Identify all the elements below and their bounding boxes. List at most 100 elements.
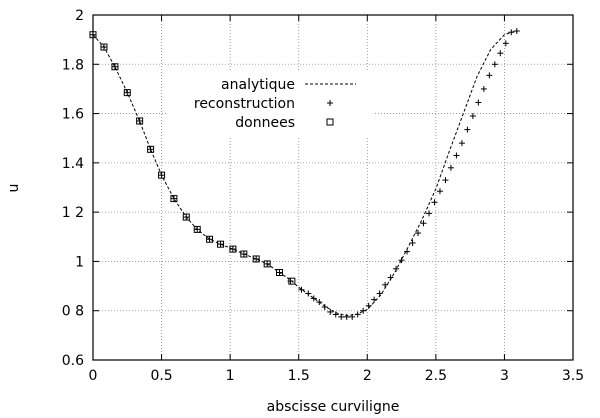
data-point-donnees	[182, 213, 190, 221]
y-tick-label: 1 2	[62, 205, 84, 221]
legend-label-reconstruction: reconstruction	[194, 96, 295, 112]
data-point-donnees	[288, 277, 296, 285]
data-point-donnees	[229, 245, 237, 253]
data-point-reconstruction	[276, 269, 283, 276]
data-point-donnees	[263, 260, 271, 268]
data-point-reconstruction	[158, 172, 165, 179]
legend-label-donnees: donnees	[235, 115, 295, 131]
data-point-reconstruction	[453, 152, 460, 159]
data-point-reconstruction	[387, 274, 394, 281]
x-tick-label: 3	[500, 368, 509, 384]
data-point-reconstruction	[426, 210, 432, 217]
data-point-reconstruction	[349, 313, 356, 320]
data-point-reconstruction	[409, 239, 416, 246]
data-point-reconstruction	[253, 255, 260, 262]
data-point-reconstruction	[371, 296, 378, 303]
data-point-donnees	[136, 117, 144, 125]
data-point-donnees	[100, 43, 108, 51]
y-tick-label: 1.8	[62, 57, 84, 73]
data-point-donnees	[240, 250, 248, 258]
legend-swatch-donnees	[326, 118, 334, 126]
x-axis-label: abscisse curviligne	[267, 399, 400, 415]
data-point-reconstruction	[486, 72, 493, 79]
x-tick-label: 1	[226, 368, 235, 384]
plot-frame	[92, 14, 574, 361]
data-point-reconstruction	[415, 230, 422, 237]
data-point-reconstruction	[354, 311, 361, 318]
data-point-donnees	[217, 240, 225, 248]
data-point-donnees	[170, 195, 178, 203]
data-point-reconstruction	[497, 50, 504, 57]
data-point-donnees	[193, 225, 201, 233]
data-point-donnees	[89, 31, 97, 39]
legend-label-analytique: analytique	[221, 77, 295, 93]
x-tick-label: 2	[363, 368, 372, 384]
data-point-reconstruction	[332, 311, 339, 318]
data-point-donnees	[158, 171, 166, 179]
data-point-reconstruction	[206, 236, 213, 243]
x-tick-label: 0	[89, 368, 98, 384]
y-tick-label: 1	[75, 254, 84, 270]
y-tick-label: 0 8	[62, 304, 84, 320]
data-point-reconstruction	[376, 290, 383, 297]
axis-ticks: 0 0.5 1 1.5 2 2.5 3 3.5 0.6 0 8 1 1 2 1.4 1.6 1.8 2	[62, 8, 584, 384]
data-point-reconstruction	[382, 281, 389, 288]
data-point-reconstruction	[393, 265, 400, 272]
data-point-reconstruction	[513, 28, 520, 35]
data-point-reconstruction	[136, 117, 143, 124]
data-point-reconstruction	[365, 302, 372, 309]
data-point-reconstruction	[298, 286, 305, 293]
data-point-reconstruction	[469, 113, 476, 120]
x-tick-label: 1.5	[288, 368, 310, 384]
grid-lines	[93, 15, 573, 360]
data-point-reconstruction	[475, 99, 482, 106]
data-point-reconstruction	[420, 220, 427, 227]
data-point-reconstruction	[404, 248, 411, 255]
data-point-reconstruction	[491, 61, 498, 68]
data-point-reconstruction	[183, 214, 190, 221]
data-point-reconstruction	[502, 40, 509, 47]
data-point-reconstruction	[360, 307, 367, 314]
legend-swatch-reconstruction	[327, 100, 333, 106]
data-point-reconstruction	[458, 140, 465, 147]
data-point-reconstruction	[111, 63, 118, 70]
data-point-reconstruction	[508, 29, 515, 36]
data-point-reconstruction	[124, 89, 131, 96]
data-point-donnees	[147, 145, 155, 153]
data-point-reconstruction	[305, 290, 312, 297]
data-point-reconstruction	[343, 313, 350, 320]
legend-background	[168, 72, 373, 136]
y-tick-label: 2	[75, 8, 84, 24]
data-point-reconstruction	[264, 260, 271, 267]
data-point-reconstruction	[338, 313, 345, 320]
data-point-donnees	[252, 255, 260, 263]
series-layer	[89, 28, 520, 320]
data-point-reconstruction	[447, 164, 454, 171]
data-point-reconstruction	[321, 304, 328, 311]
x-tick-label: 2.5	[425, 368, 447, 384]
data-point-donnees	[206, 235, 214, 243]
x-tick-label: 0.5	[150, 368, 172, 384]
data-point-reconstruction	[170, 195, 177, 202]
data-point-reconstruction	[436, 188, 443, 195]
data-point-reconstruction	[442, 177, 449, 184]
y-tick-label: 1.6	[62, 107, 84, 123]
data-point-reconstruction	[229, 246, 236, 253]
data-point-reconstruction	[310, 295, 317, 302]
data-point-reconstruction	[240, 251, 247, 258]
y-tick-label: 1.4	[62, 156, 84, 172]
data-point-donnees	[276, 269, 284, 277]
data-point-donnees	[123, 89, 131, 97]
data-point-reconstruction	[194, 226, 201, 233]
data-point-reconstruction	[464, 126, 471, 133]
legend: analytique reconstruction donnees	[168, 72, 373, 136]
y-axis-label: u	[6, 184, 22, 193]
data-point-reconstruction	[480, 85, 487, 92]
y-tick-label: 0.6	[62, 353, 84, 369]
data-point-reconstruction	[327, 308, 334, 315]
data-point-reconstruction	[90, 31, 96, 38]
data-point-reconstruction	[431, 199, 438, 206]
data-point-donnees	[111, 63, 119, 71]
data-point-reconstruction	[217, 241, 224, 248]
